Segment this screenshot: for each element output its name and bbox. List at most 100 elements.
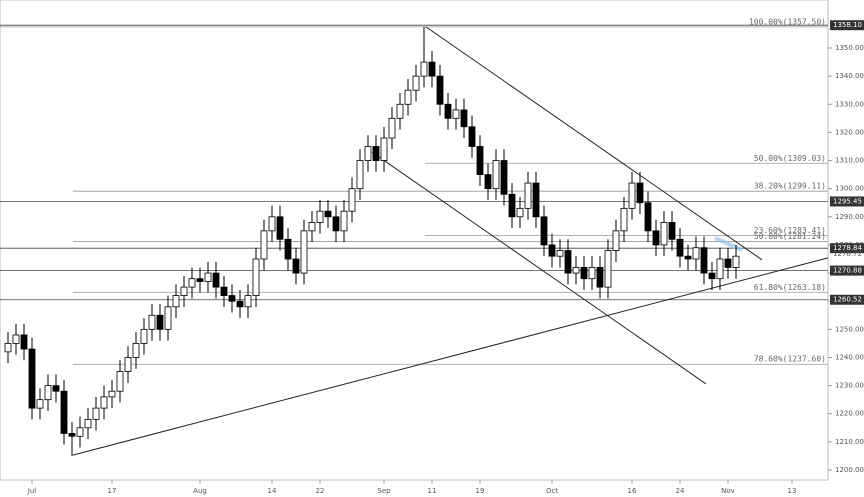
candle-body	[164, 306, 172, 330]
fib-label: 50.00%(1309.03)	[754, 154, 826, 163]
candle-body	[36, 399, 44, 409]
price-level-label: 1295.45	[833, 197, 862, 205]
candle-body	[132, 342, 140, 358]
y-tick-label: 1220.00	[835, 410, 864, 418]
candle-body	[580, 267, 588, 280]
candle-body	[692, 247, 700, 260]
candle-body	[308, 222, 316, 232]
candle-body	[212, 272, 220, 288]
highlight	[714, 236, 743, 252]
candle-body	[276, 216, 284, 240]
candle-body	[636, 182, 644, 204]
candle-body	[428, 61, 436, 77]
candle-body	[252, 258, 260, 296]
candle-body	[628, 182, 636, 209]
y-tick-label: 1300.00	[835, 185, 864, 193]
candle-body	[436, 75, 444, 105]
candle-body	[76, 427, 84, 437]
candle-body	[196, 278, 204, 282]
candle-body	[108, 390, 116, 398]
x-tick-label: 19	[476, 487, 485, 495]
candle-body	[44, 385, 52, 401]
candle-body	[324, 210, 332, 218]
x-tick-label: Nov	[721, 487, 735, 495]
candle-body	[468, 126, 476, 147]
candle-body	[316, 210, 324, 223]
candle-body	[340, 210, 348, 232]
candle-body	[292, 258, 300, 274]
candle-body	[244, 295, 252, 308]
candle-body	[68, 433, 76, 437]
candle-body	[644, 202, 652, 232]
candle-body	[404, 89, 412, 105]
price-level-label: 1358.10	[833, 21, 862, 29]
candle-body	[236, 300, 244, 308]
candle-body	[588, 267, 596, 280]
candle-body	[684, 255, 692, 260]
candle-body	[156, 314, 164, 330]
price-level-box	[830, 20, 864, 31]
candle-body	[172, 295, 180, 308]
candle-body	[604, 250, 612, 288]
trend-line	[72, 257, 829, 456]
candle-body	[708, 272, 716, 280]
candle-body	[508, 193, 516, 218]
candle-body	[492, 160, 500, 190]
candle-body	[84, 418, 92, 429]
candle-body	[420, 61, 428, 77]
x-tick-label: Aug	[193, 487, 207, 495]
price-level-box	[830, 265, 864, 276]
candle-body	[364, 146, 372, 161]
y-tick-label: 1200.00	[835, 466, 864, 474]
y-tick-label: 1250.00	[835, 325, 864, 333]
fib-label: 50.00%(1281.24)	[754, 232, 826, 241]
fib-label: 23.60%(1283.41)	[754, 226, 826, 235]
candle-body	[572, 267, 580, 274]
candle-body	[596, 267, 604, 288]
candle-body	[12, 334, 20, 344]
candle-body	[548, 244, 556, 257]
x-tick-label: Oct	[546, 487, 558, 495]
candle-body	[300, 230, 308, 274]
candle-body	[332, 216, 340, 232]
candle-body	[116, 371, 124, 392]
candle-body	[380, 137, 388, 161]
fib-label: 78.60%(1237.60)	[754, 355, 826, 364]
price-level-box	[830, 294, 864, 305]
candle-body	[500, 160, 508, 195]
candle-body	[484, 174, 492, 190]
candle-body	[724, 258, 732, 268]
candle-body	[188, 278, 196, 288]
candle-body	[388, 117, 396, 139]
candle-body	[620, 207, 628, 232]
x-tick-label: Jul	[27, 487, 37, 495]
y-tick-label: 1340.00	[835, 72, 864, 80]
candle-body	[4, 342, 12, 353]
candle-body	[20, 334, 28, 350]
y-tick-label: 1230.00	[835, 382, 864, 390]
candle-body	[524, 182, 532, 209]
fib-label: 100.00%(1357.50)	[749, 17, 826, 26]
x-tick-label: 22	[316, 487, 325, 495]
candle-body	[476, 146, 484, 175]
candle-body	[268, 216, 276, 232]
candle-body	[124, 357, 132, 372]
x-tick-label: Sep	[377, 487, 391, 495]
candle-body	[284, 238, 292, 260]
candle-body	[460, 109, 468, 128]
candle-body	[732, 255, 740, 268]
candle-body	[556, 250, 564, 257]
candle-body	[220, 286, 228, 296]
candle-body	[372, 146, 380, 161]
x-tick-label: 11	[428, 487, 437, 495]
candle-body	[412, 75, 420, 91]
price-level-label: 1276.72	[833, 250, 862, 258]
candle-body	[260, 230, 268, 260]
candle-body	[452, 109, 460, 119]
candle-body	[612, 230, 620, 251]
x-tick-label: 13	[788, 487, 797, 495]
candle-body	[28, 348, 36, 409]
y-tick-label: 1290.00	[835, 213, 864, 221]
y-tick-label: 1330.00	[835, 100, 864, 108]
